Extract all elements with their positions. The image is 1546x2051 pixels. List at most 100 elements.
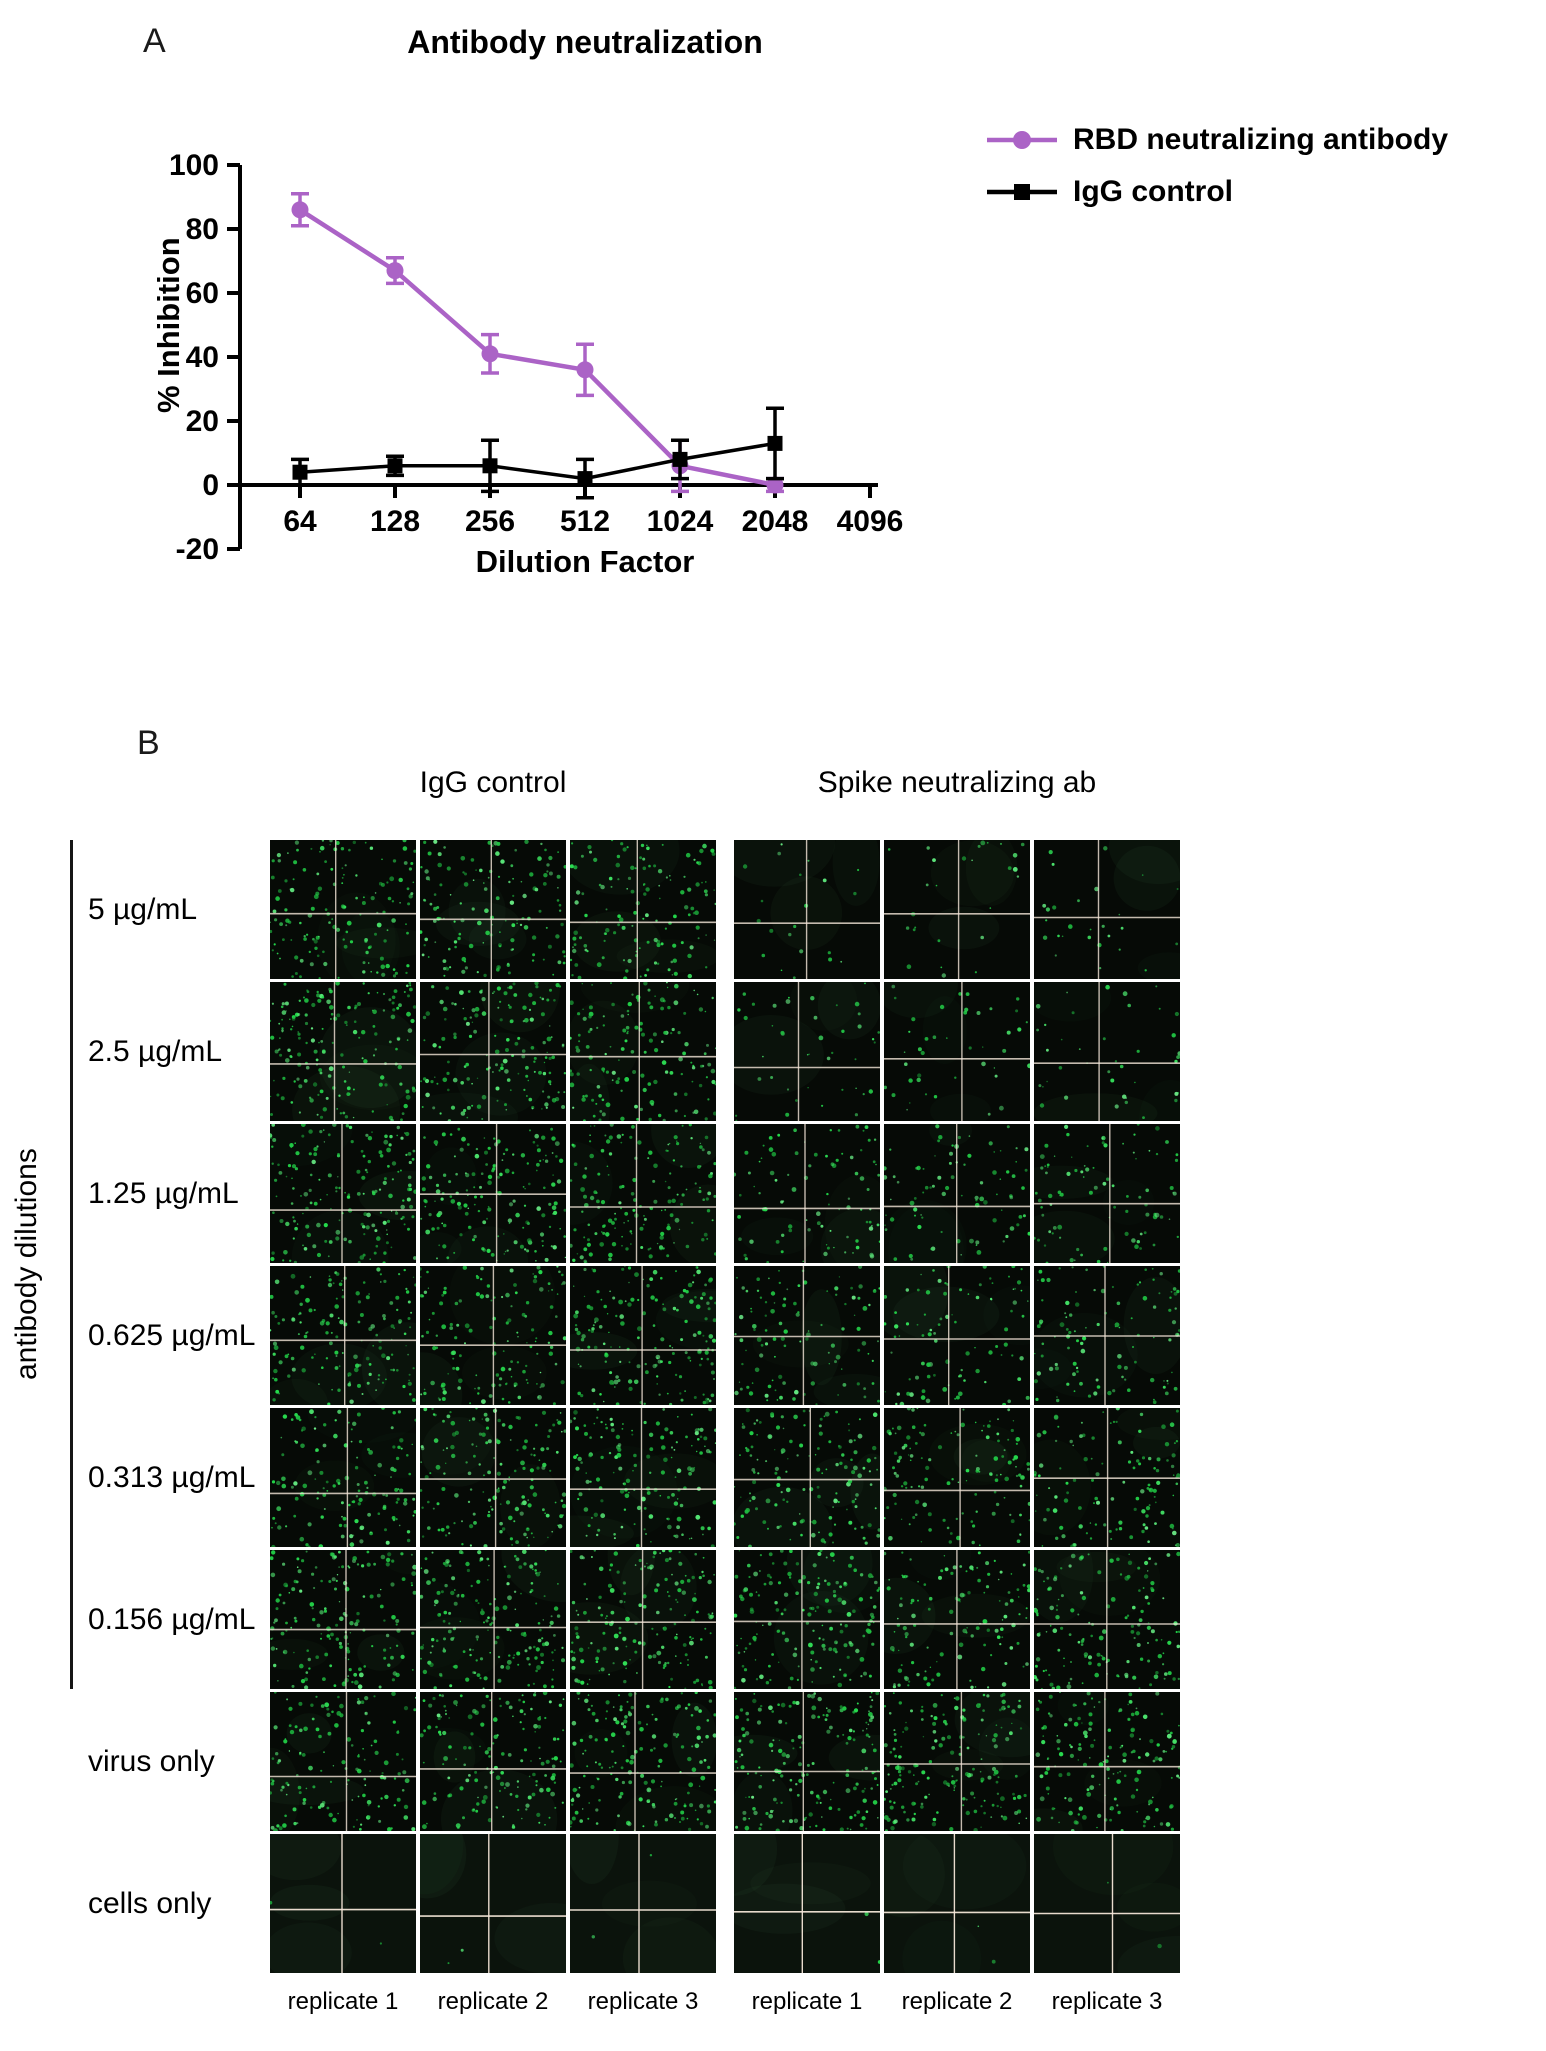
well-fluorescence-svg <box>420 1834 566 1973</box>
svg-text:20: 20 <box>186 405 219 438</box>
panel-a-label: A <box>143 22 166 60</box>
well-fluorescence-svg <box>570 1834 716 1973</box>
well-fluorescence-svg <box>734 1692 880 1831</box>
neutralization-line-chart: 100 80 60 40 20 0 -20 64 128 256 512 1024 2048 4096 <box>169 149 904 566</box>
well-fluorescence-svg <box>884 1692 1030 1831</box>
well-fluorescence-svg <box>270 1834 416 1973</box>
well-fluorescence-svg <box>1034 1692 1180 1831</box>
well-fluorescence-svg <box>570 1124 716 1263</box>
well-fluorescence-svg <box>1034 1408 1180 1547</box>
well-fluorescence-svg <box>570 1408 716 1547</box>
well-fluorescence-svg <box>1034 1266 1180 1405</box>
panel-b-label: B <box>137 724 160 762</box>
well-image <box>570 1266 716 1405</box>
well-fluorescence-svg <box>420 1692 566 1831</box>
well-image <box>734 1408 880 1547</box>
group-header-igg-control: IgG control <box>419 766 567 799</box>
well-fluorescence-svg <box>570 982 716 1121</box>
well-fluorescence-svg <box>884 982 1030 1121</box>
row-label: virus only <box>88 1744 215 1778</box>
row-label: 0.313 µg/mL <box>88 1460 256 1494</box>
well-fluorescence-svg <box>884 1550 1030 1689</box>
svg-text:100: 100 <box>169 149 219 182</box>
well-fluorescence-svg <box>270 1266 416 1405</box>
well-image <box>420 840 566 979</box>
well-fluorescence-svg <box>1034 1124 1180 1263</box>
well-image <box>570 1834 716 1973</box>
well-image <box>270 840 416 979</box>
well-image <box>270 1692 416 1831</box>
well-image <box>734 1124 880 1263</box>
replicate-label: replicate 3 <box>1051 1988 1163 2015</box>
well-image <box>420 982 566 1121</box>
well-image <box>570 1550 716 1689</box>
well-fluorescence-svg <box>884 1834 1030 1973</box>
well-fluorescence-svg <box>420 1550 566 1689</box>
antibody-dilutions-label: antibody dilutions <box>10 1148 43 1381</box>
well-image <box>420 1124 566 1263</box>
well-image <box>420 1692 566 1831</box>
dilution-bracket-line <box>70 840 73 1689</box>
well-fluorescence-svg <box>734 1550 880 1689</box>
well-fluorescence-svg <box>1034 1550 1180 1689</box>
svg-text:80: 80 <box>186 213 219 246</box>
svg-text:64: 64 <box>283 505 317 538</box>
chart-legend: RBD neutralizing antibody IgG control <box>985 122 1448 210</box>
well-image <box>420 1408 566 1547</box>
well-image <box>1034 1692 1180 1831</box>
well-image <box>884 840 1030 979</box>
well-image <box>570 840 716 979</box>
chart-title: Antibody neutralization <box>407 24 763 60</box>
well-fluorescence-svg <box>420 982 566 1121</box>
well-image <box>270 1550 416 1689</box>
row-label: 5 µg/mL <box>88 892 197 926</box>
legend-entry-igg: IgG control <box>985 174 1448 210</box>
well-fluorescence-svg <box>270 1408 416 1547</box>
y-axis-title: % Inhibition <box>151 237 186 413</box>
well-fluorescence-svg <box>420 1124 566 1263</box>
row-label: 1.25 µg/mL <box>88 1176 239 1210</box>
svg-text:-20: -20 <box>176 533 219 566</box>
well-image <box>734 1550 880 1689</box>
svg-text:128: 128 <box>370 505 420 538</box>
row-label: 0.156 µg/mL <box>88 1602 256 1636</box>
well-image <box>734 1266 880 1405</box>
replicate-label: replicate 2 <box>437 1988 549 2015</box>
svg-text:40: 40 <box>186 341 219 374</box>
well-image <box>420 1266 566 1405</box>
well-image <box>1034 840 1180 979</box>
well-fluorescence-svg <box>570 1266 716 1405</box>
well-image <box>1034 1550 1180 1689</box>
well-image <box>420 1834 566 1973</box>
well-image <box>734 1692 880 1831</box>
well-image <box>570 982 716 1121</box>
well-image <box>270 1266 416 1405</box>
svg-text:4096: 4096 <box>837 505 904 538</box>
well-image <box>884 1408 1030 1547</box>
well-fluorescence-svg <box>884 1266 1030 1405</box>
well-image <box>570 1692 716 1831</box>
legend-label: RBD neutralizing antibody <box>1073 123 1448 156</box>
well-fluorescence-svg <box>270 840 416 979</box>
group-header-spike-neutralizing: Spike neutralizing ab <box>817 766 1097 799</box>
legend-label: IgG control <box>1073 175 1233 208</box>
well-image <box>884 1834 1030 1973</box>
well-fluorescence-svg <box>734 1408 880 1547</box>
well-image <box>1034 1266 1180 1405</box>
row-label: cells only <box>88 1886 212 1920</box>
well-fluorescence-svg <box>570 1550 716 1689</box>
well-image <box>1034 1408 1180 1547</box>
well-fluorescence-svg <box>1034 1834 1180 1973</box>
well-fluorescence-svg <box>734 1834 880 1973</box>
row-label: 2.5 µg/mL <box>88 1034 223 1068</box>
svg-text:512: 512 <box>560 505 610 538</box>
svg-text:256: 256 <box>465 505 515 538</box>
well-image <box>884 1124 1030 1263</box>
replicate-label: replicate 3 <box>587 1988 699 2015</box>
replicate-label: replicate 1 <box>751 1988 863 2015</box>
svg-text:1024: 1024 <box>647 505 714 538</box>
svg-text:60: 60 <box>186 277 219 310</box>
row-label: 0.625 µg/mL <box>88 1318 256 1352</box>
well-image <box>270 1834 416 1973</box>
well-fluorescence-svg <box>570 1692 716 1831</box>
